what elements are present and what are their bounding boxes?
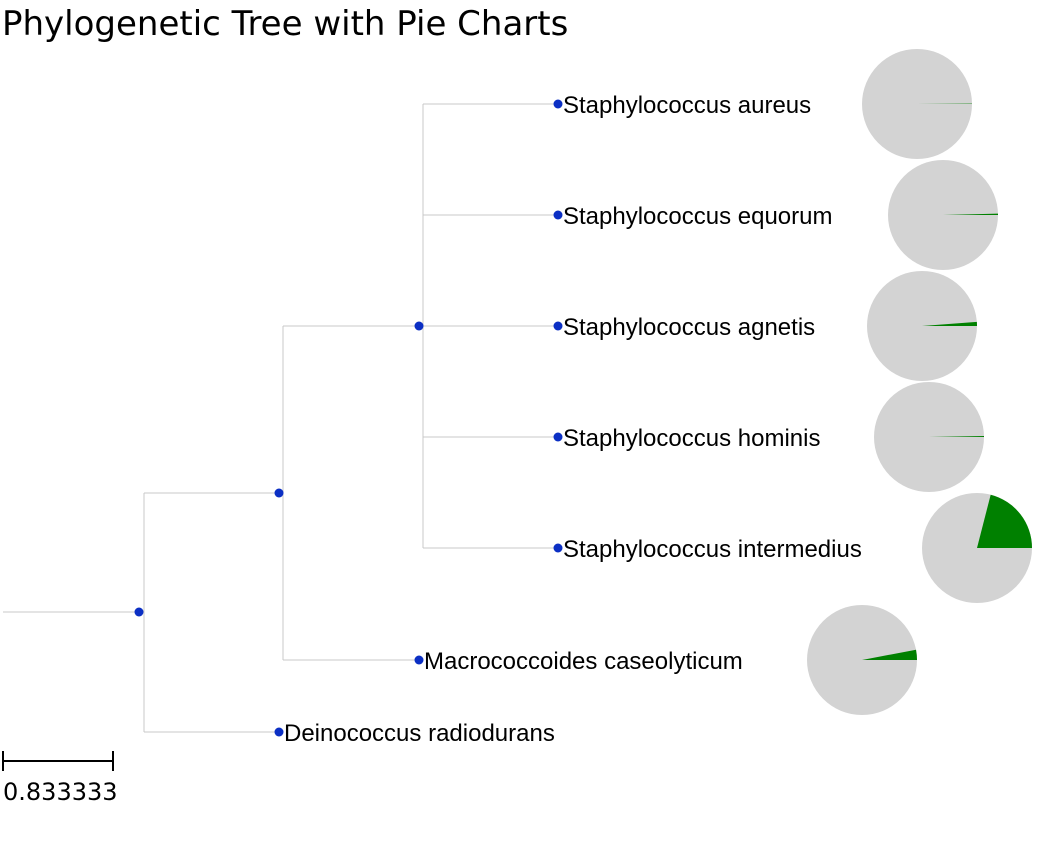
diagram-title: Phylogenetic Tree with Pie Charts: [2, 4, 569, 44]
leaf-label: Staphylococcus hominis: [563, 425, 820, 452]
leaf-staphylococcus-agnetis: Staphylococcus agnetis: [553, 271, 977, 381]
leaf-node: [414, 655, 424, 665]
leaf-label: Staphylococcus equorum: [563, 203, 832, 230]
leaf-macrococcoides-caseolyticum: Macrococcoides caseolyticum: [414, 605, 917, 715]
staph-macro-clade-node: [274, 488, 284, 498]
leaf-staphylococcus-aureus: Staphylococcus aureus: [553, 49, 972, 159]
staphylococcus-clade-node: [414, 321, 424, 331]
leaf-node: [553, 99, 563, 109]
leaf-deinococcus-radiodurans: Deinococcus radiodurans: [274, 720, 555, 747]
pie-highlight-slice: [943, 213, 998, 215]
leaf-node: [274, 727, 284, 737]
leaf-staphylococcus-equorum: Staphylococcus equorum: [553, 160, 998, 270]
leaf-label: Staphylococcus agnetis: [563, 314, 815, 341]
leaf-node: [553, 210, 563, 220]
leaf-node: [553, 321, 563, 331]
leaf-label: Deinococcus radiodurans: [284, 720, 555, 747]
leaf-staphylococcus-intermedius: Staphylococcus intermedius: [553, 493, 1032, 603]
leaf-label: Staphylococcus aureus: [563, 92, 811, 119]
pie-highlight-slice: [977, 494, 1032, 548]
scale-bar: 0.833333: [2, 751, 118, 806]
leaf-node: [553, 543, 563, 553]
pie-chart: [922, 493, 1032, 603]
pie-highlight-slice: [929, 435, 984, 437]
leaf-label: Staphylococcus intermedius: [563, 536, 862, 563]
pie-highlight-slice: [862, 649, 917, 660]
leaf-label: Macrococcoides caseolyticum: [424, 648, 743, 675]
leaf-staphylococcus-hominis: Staphylococcus hominis: [553, 382, 984, 492]
pie-chart: [862, 49, 972, 159]
leaf-node: [553, 432, 563, 442]
root-node: [134, 607, 144, 617]
pie-chart: [807, 605, 917, 715]
scale-bar-label: 0.833333: [3, 778, 118, 806]
pie-chart: [888, 160, 998, 270]
pie-chart: [867, 271, 977, 381]
pie-chart: [874, 382, 984, 492]
pie-highlight-slice: [922, 321, 977, 326]
